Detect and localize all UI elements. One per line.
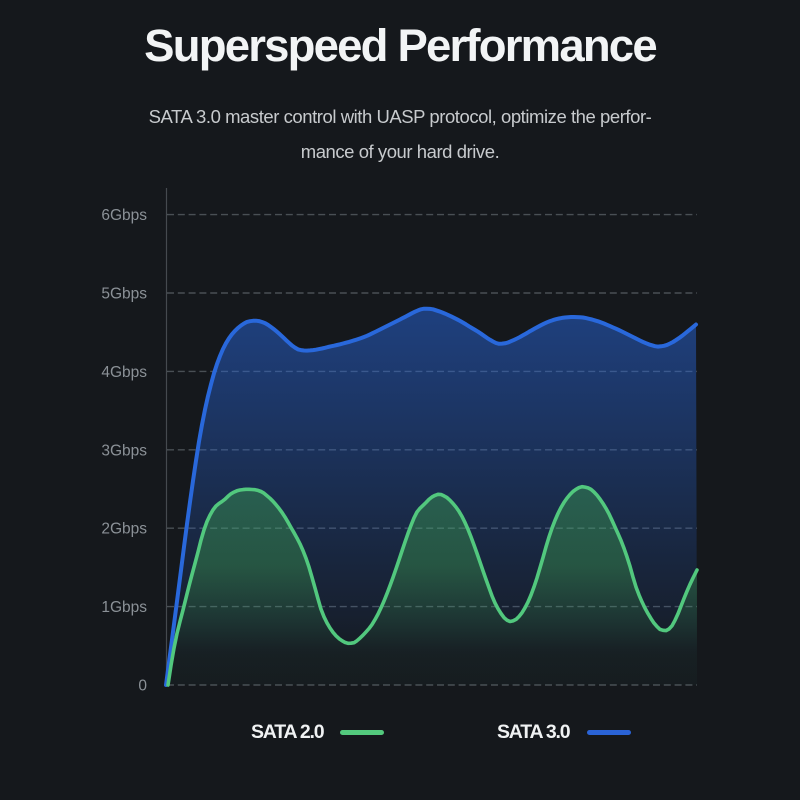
svg-text:2Gbps: 2Gbps bbox=[101, 521, 147, 538]
svg-text:1Gbps: 1Gbps bbox=[101, 599, 147, 616]
svg-text:5Gbps: 5Gbps bbox=[101, 286, 147, 303]
svg-text:0: 0 bbox=[138, 678, 147, 695]
svg-text:3Gbps: 3Gbps bbox=[101, 442, 147, 459]
svg-text:6Gbps: 6Gbps bbox=[101, 207, 147, 224]
svg-text:4Gbps: 4Gbps bbox=[101, 364, 147, 381]
